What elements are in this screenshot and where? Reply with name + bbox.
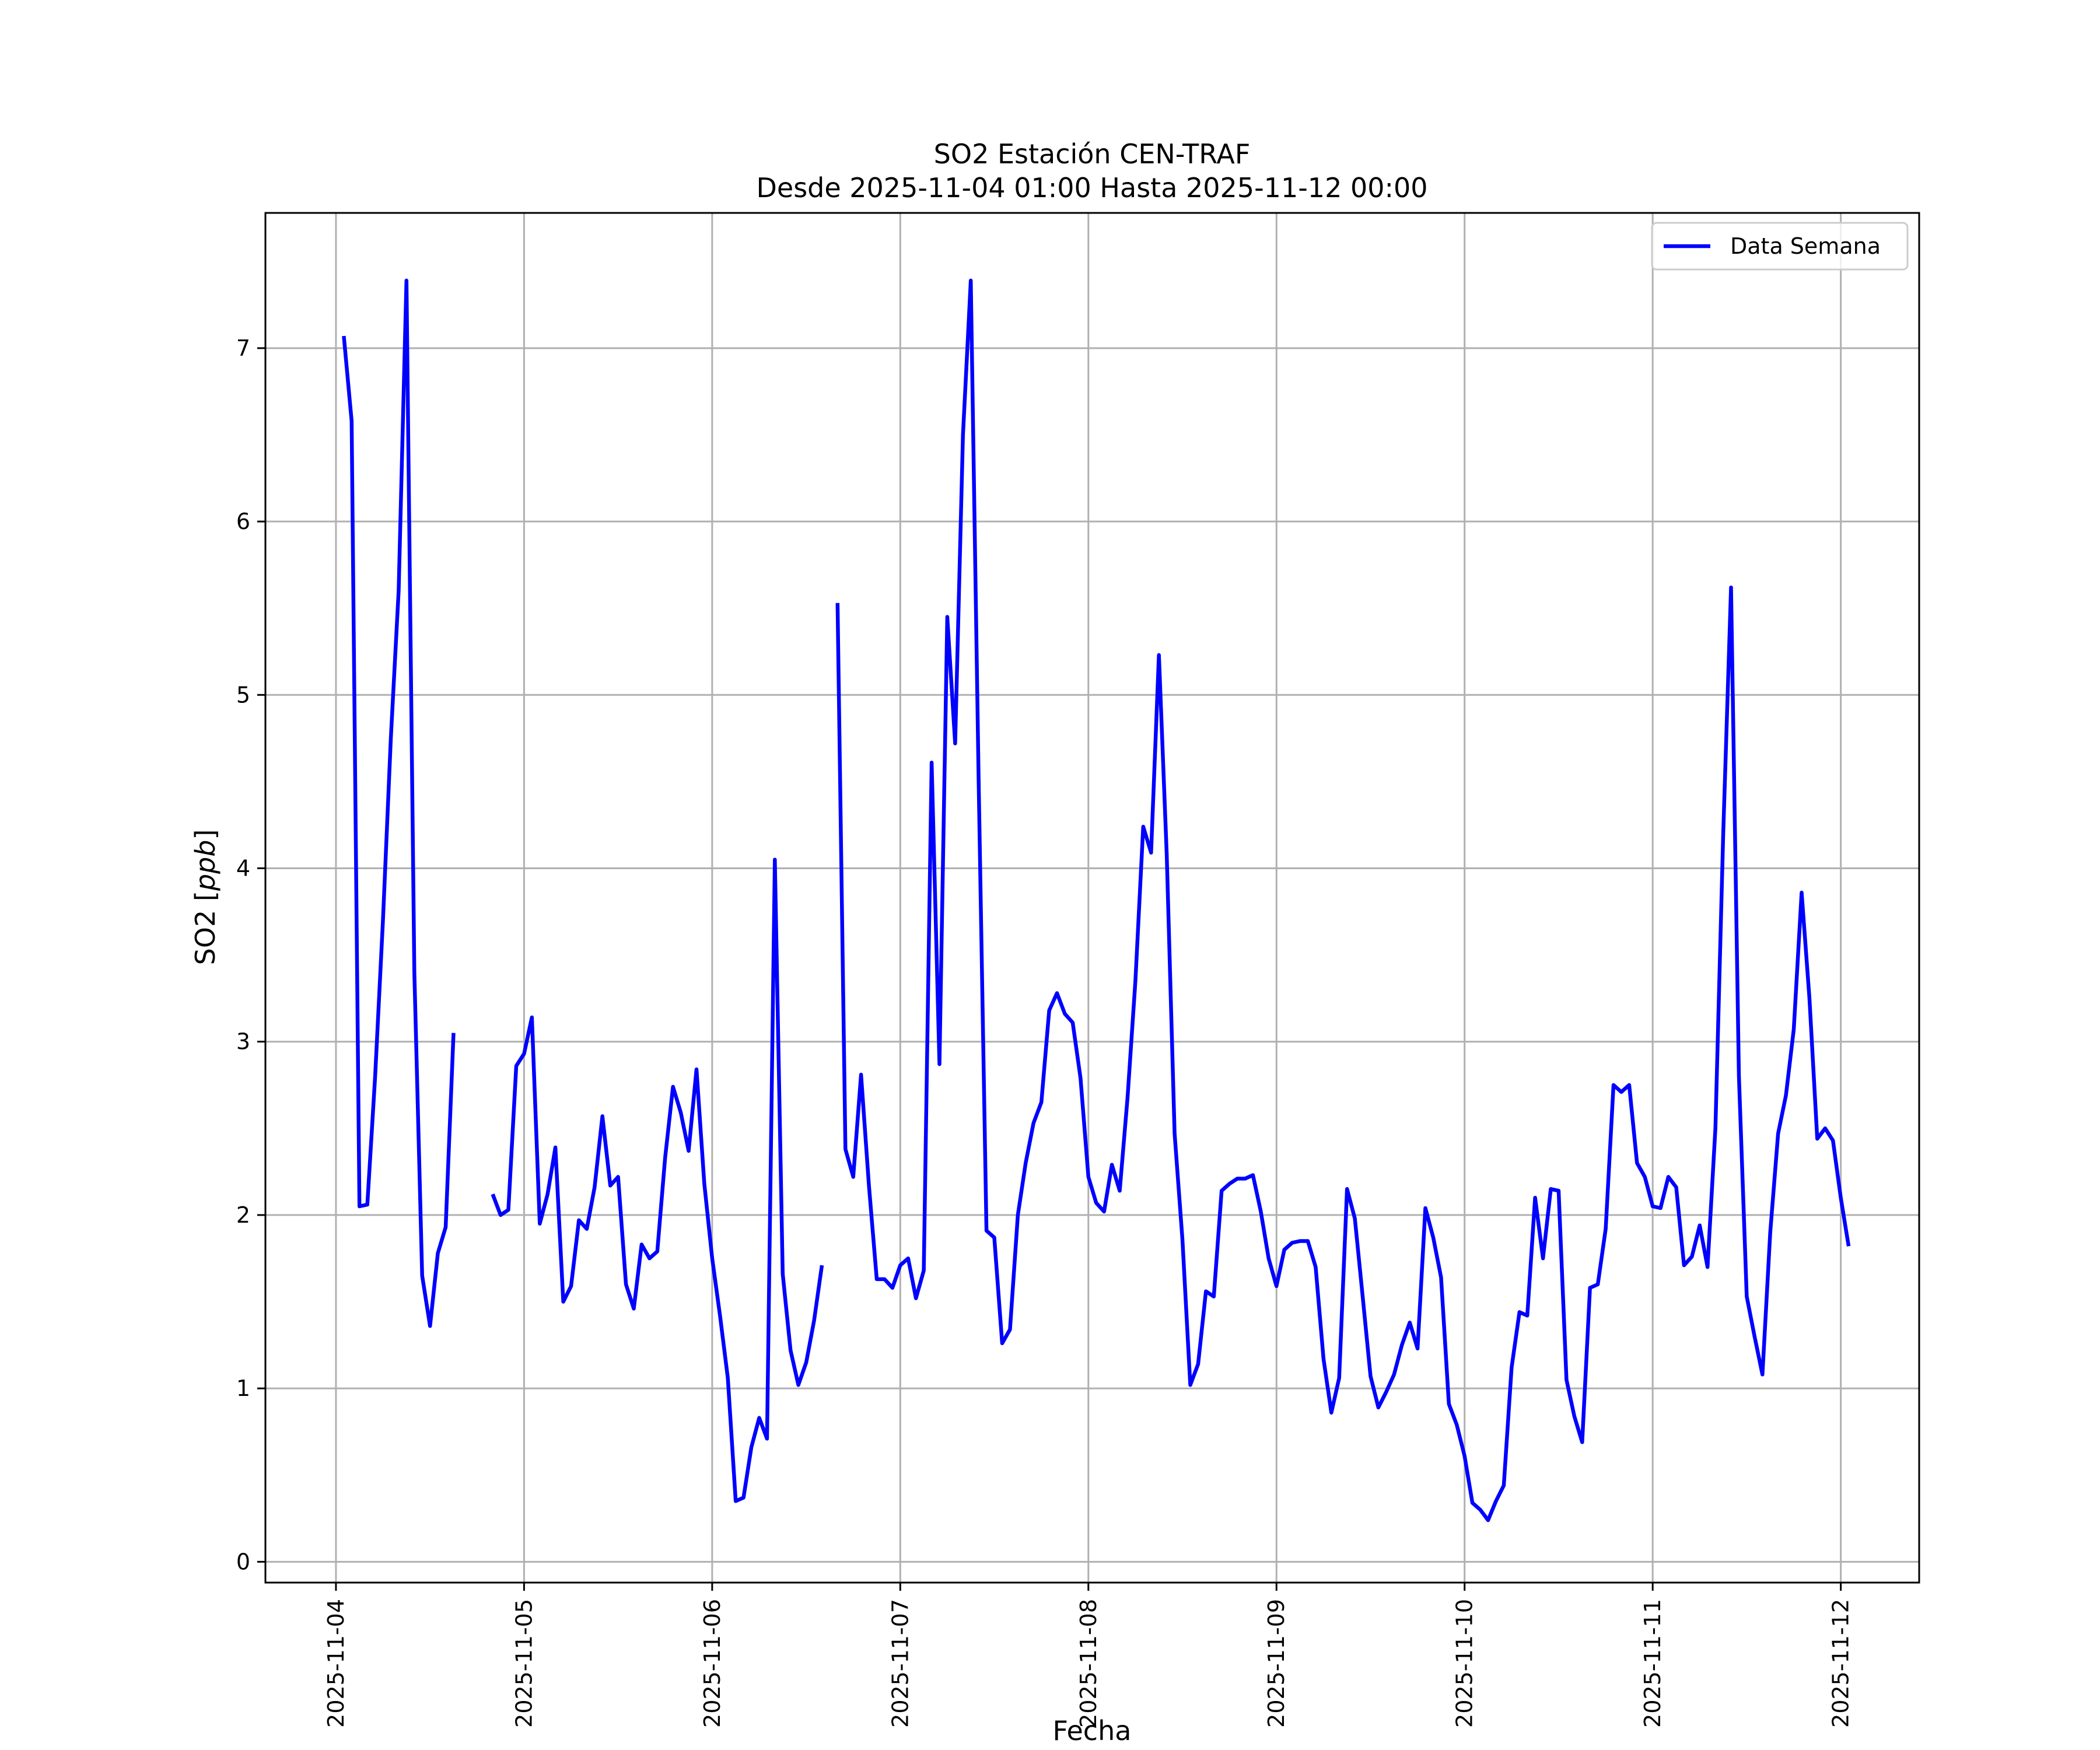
chart-subtitle: Desde 2025-11-04 01:00 Hasta 2025-11-12 … <box>756 172 1427 204</box>
series-line-data-semana <box>342 278 1851 1522</box>
x-tick-label: 2025-11-04 <box>323 1599 349 1728</box>
x-tick-label: 2025-11-06 <box>699 1599 725 1728</box>
x-tick-label: 2025-11-10 <box>1452 1599 1478 1728</box>
x-tick-label: 2025-11-12 <box>1828 1599 1854 1728</box>
x-axis-ticks: 2025-11-04 2025-11-05 2025-11-06 2025-11-07… <box>323 1583 1854 1728</box>
x-tick-label: 2025-11-07 <box>887 1599 913 1728</box>
y-axis-label: SO2 [ppb] <box>190 830 221 965</box>
x-tick-label: 2025-11-11 <box>1640 1599 1665 1728</box>
chart-title: SO2 Estación CEN-TRAF <box>934 138 1251 170</box>
x-tick-label: 2025-11-08 <box>1076 1599 1101 1728</box>
y-tick-label: 7 <box>236 335 250 361</box>
y-axis-label-end: ] <box>190 830 221 840</box>
y-tick-label: 6 <box>236 509 250 534</box>
y-tick-label: 3 <box>236 1029 250 1055</box>
y-axis-ticks: 0 1 2 3 4 5 6 7 <box>236 335 265 1574</box>
legend-label: Data Semana <box>1730 233 1881 259</box>
x-axis-label: Fecha <box>1053 1715 1132 1746</box>
y-tick-label: 4 <box>236 855 250 881</box>
x-tick-label: 2025-11-09 <box>1264 1599 1289 1728</box>
legend-box <box>1651 222 1909 271</box>
y-tick-label: 2 <box>236 1202 250 1228</box>
y-tick-label: 5 <box>236 682 250 708</box>
x-tick-label: 2025-11-05 <box>511 1599 537 1728</box>
y-axis-label-main: SO2 [ <box>190 891 221 965</box>
y-tick-label: 1 <box>236 1376 250 1401</box>
y-axis-label-unit: ppb <box>190 840 221 892</box>
y-tick-label: 0 <box>236 1549 250 1574</box>
plot-frame <box>264 212 1920 1584</box>
legend: Data Semana <box>1651 222 1909 271</box>
grid-lines <box>265 213 1919 1583</box>
